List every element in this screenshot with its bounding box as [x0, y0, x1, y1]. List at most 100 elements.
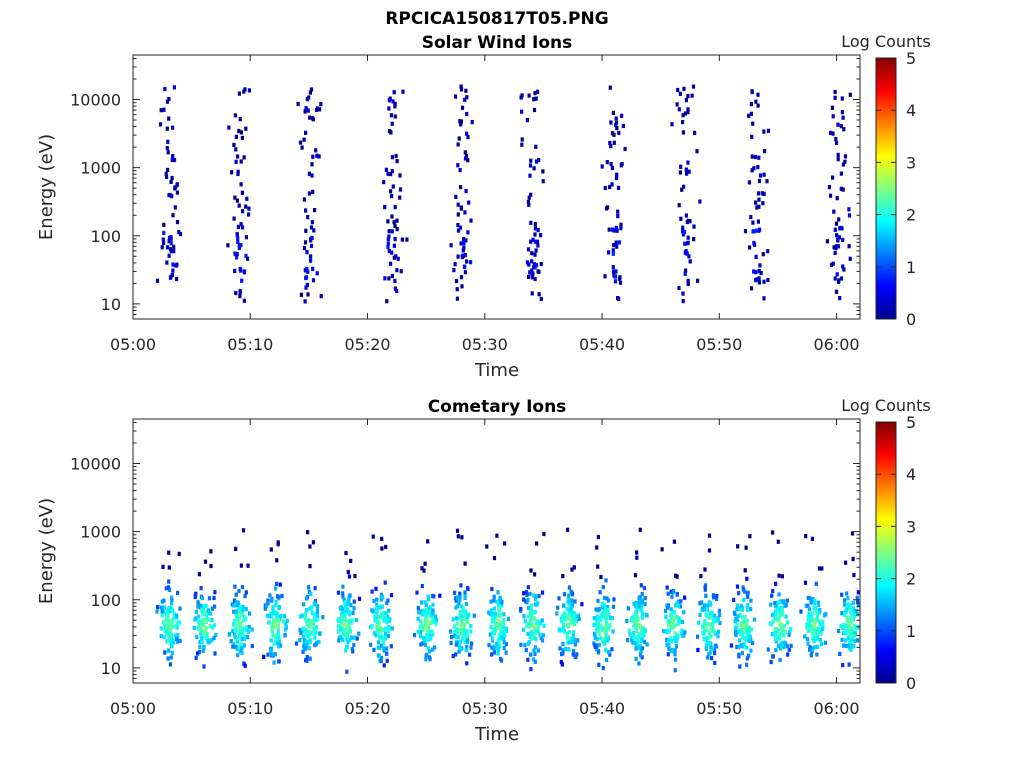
comet-count-cell — [807, 612, 811, 617]
comet-count-cell — [851, 556, 855, 562]
comet-count-cell — [716, 617, 720, 622]
comet-count-cell — [805, 622, 809, 627]
comet-count-cell — [775, 615, 779, 620]
sw-count-cell — [163, 86, 167, 92]
sw-count-cell — [614, 269, 618, 274]
comet-count-cell — [304, 639, 308, 644]
sw-count-cell — [754, 99, 758, 104]
sw-count-cell — [319, 102, 323, 107]
sw-count-cell — [686, 94, 690, 99]
sw-count-cell — [533, 222, 537, 227]
comet-count-cell — [201, 618, 205, 623]
comet-count-cell — [313, 614, 317, 619]
comet-count-cell — [419, 622, 424, 627]
sw-count-cell — [841, 264, 845, 269]
comet-count-cell — [426, 609, 430, 614]
sw-count-cell — [466, 135, 470, 140]
sw-count-cell — [615, 172, 619, 177]
comet-count-cell — [844, 644, 848, 649]
sw-count-cell — [175, 190, 179, 195]
comet-count-cell — [198, 605, 203, 610]
y-tick-label: 100 — [90, 227, 121, 246]
comet-count-cell — [774, 611, 778, 616]
comet-count-cell — [606, 605, 610, 610]
comet-count-cell — [816, 632, 820, 637]
comet-count-cell — [664, 614, 668, 619]
sw-count-cell — [296, 101, 300, 107]
sw-count-cell — [465, 111, 469, 117]
comet-count-cell — [528, 613, 532, 618]
comet-count-cell — [841, 663, 845, 668]
comet-count-cell — [277, 632, 281, 637]
comet-count-cell — [275, 641, 279, 646]
sw-count-cell — [530, 268, 534, 273]
comet-count-cell — [346, 630, 350, 635]
comet-count-cell — [312, 627, 316, 632]
sw-count-cell — [765, 179, 769, 184]
sw-count-cell — [247, 206, 251, 211]
comet-count-cell — [454, 642, 458, 647]
sw-count-cell — [611, 251, 615, 256]
comet-count-cell — [697, 620, 701, 625]
sw-count-cell — [304, 208, 308, 213]
comet-count-cell — [776, 600, 780, 605]
comet-count-cell — [351, 649, 355, 654]
comet-count-cell — [491, 636, 495, 641]
comet-count-cell — [490, 611, 494, 616]
comet-count-cell — [193, 617, 197, 622]
comet-count-cell — [570, 615, 574, 620]
comet-count-cell — [715, 596, 719, 602]
sw-count-cell — [670, 122, 674, 127]
comet-count-cell — [565, 631, 569, 636]
sw-count-cell — [166, 167, 170, 172]
comet-count-cell — [270, 623, 275, 628]
comet-count-cell — [341, 624, 345, 629]
comet-count-cell — [263, 606, 267, 611]
comet-count-cell — [420, 600, 424, 605]
comet-count-cell — [169, 655, 173, 660]
sw-count-cell — [692, 237, 696, 242]
sw-count-cell — [749, 102, 753, 107]
comet-count-cell — [235, 602, 239, 607]
comet-count-cell — [424, 633, 428, 638]
comet-count-cell — [642, 626, 646, 631]
sw-count-cell — [315, 271, 319, 276]
comet-count-cell — [534, 597, 538, 602]
sw-count-cell — [681, 225, 685, 230]
comet-count-cell — [347, 624, 351, 629]
comet-count-cell — [560, 662, 564, 667]
comet-count-cell — [842, 602, 847, 607]
sw-count-cell — [833, 95, 837, 100]
comet-count-cell — [277, 644, 281, 649]
comet-count-cell — [496, 638, 500, 643]
sw-count-cell — [751, 220, 755, 225]
solar-wind-colorbar — [876, 58, 896, 319]
comet-count-cell — [714, 618, 718, 623]
comet-count-cell — [637, 632, 641, 637]
comet-count-cell — [273, 652, 277, 657]
comet-count-cell — [704, 637, 708, 642]
comet-count-cell — [308, 656, 312, 661]
sw-count-cell — [461, 248, 465, 253]
comet-count-cell — [605, 657, 609, 663]
sw-count-cell — [766, 249, 770, 254]
comet-count-cell — [201, 629, 205, 634]
comet-count-cell — [274, 586, 278, 591]
comet-count-cell — [718, 612, 722, 618]
comet-count-cell — [459, 627, 463, 632]
comet-count-cell — [662, 629, 666, 634]
comet-count-cell — [606, 607, 610, 613]
comet-count-cell — [422, 609, 426, 614]
sw-count-cell — [763, 149, 767, 154]
comet-count-cell — [672, 589, 676, 594]
comet-count-cell — [235, 644, 239, 650]
comet-count-cell — [308, 623, 312, 628]
comet-count-cell — [238, 645, 242, 650]
sw-count-cell — [234, 134, 238, 139]
sw-count-cell — [829, 130, 833, 135]
comet-count-cell — [369, 624, 373, 629]
comet-count-cell — [533, 572, 537, 577]
comet-count-cell — [241, 626, 245, 631]
comet-count-cell — [204, 625, 208, 630]
comet-count-cell — [303, 616, 307, 621]
